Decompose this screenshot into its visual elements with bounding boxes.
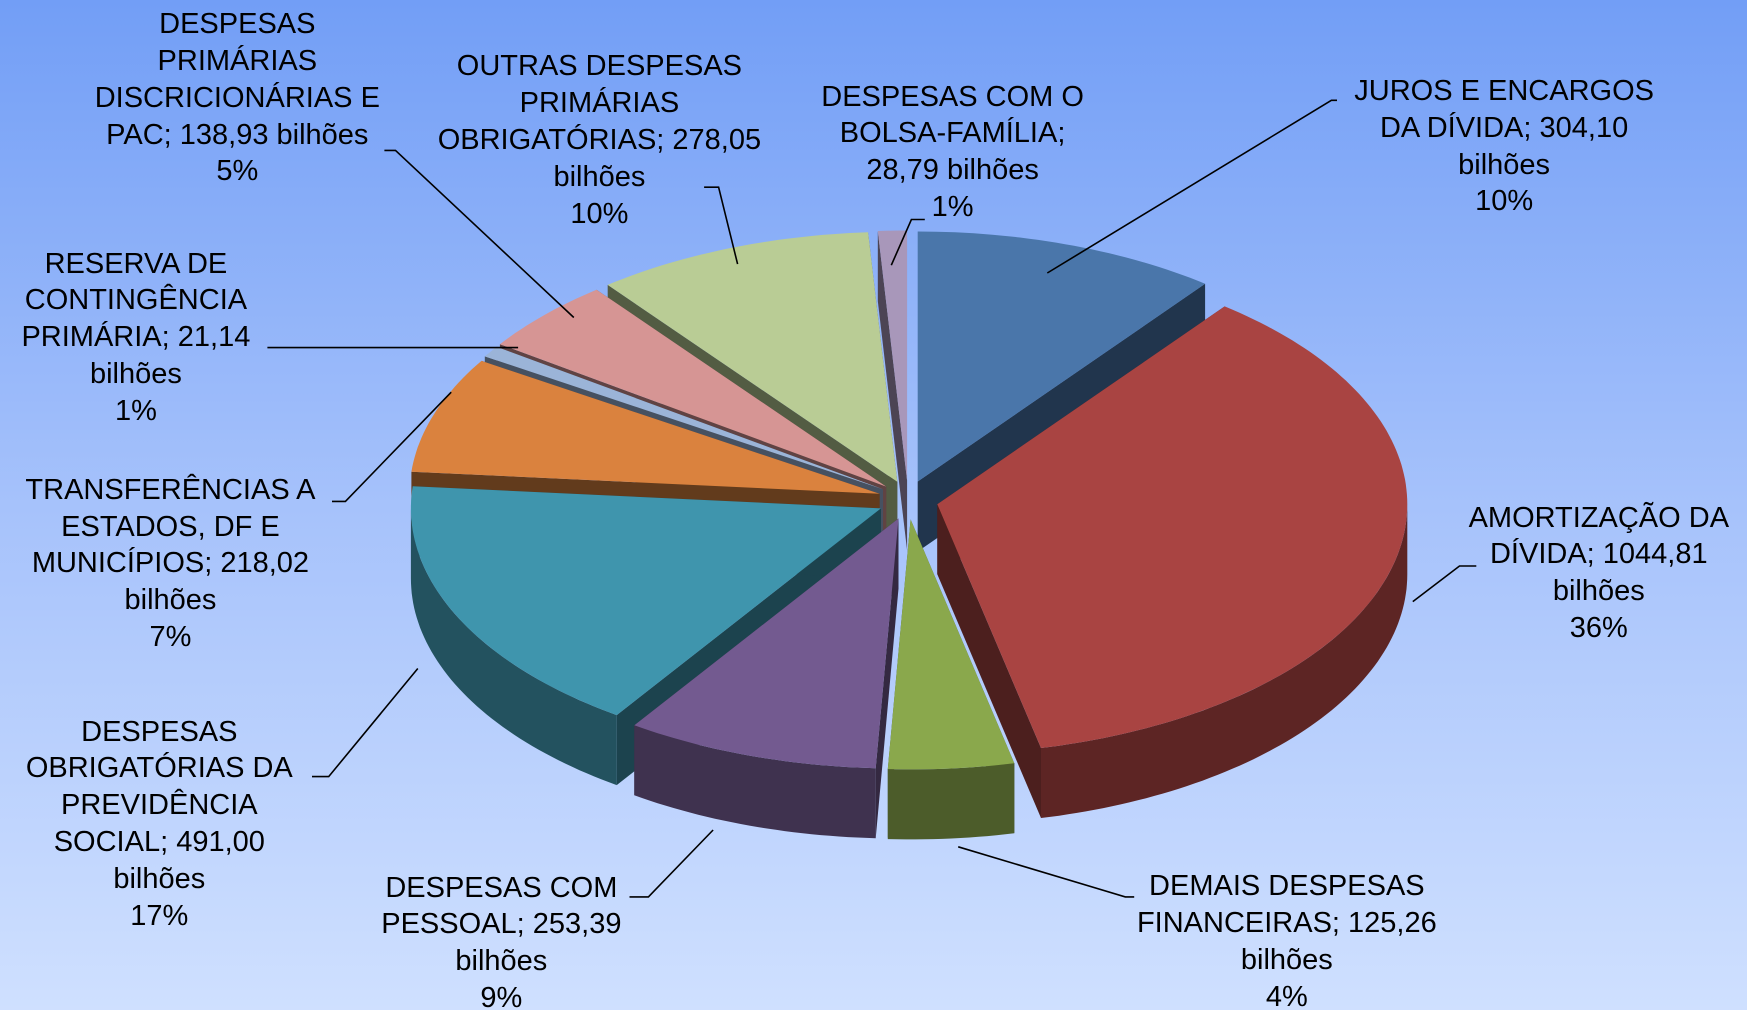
separator: ; (161, 321, 170, 354)
slice-label: DEMAIS DESPESAS FINANCEIRAS; 125,26 bilh… (1117, 868, 1457, 1010)
value-label: 21,14 bilhões (89, 321, 251, 391)
category-label: JUROS E ENCARGOS DA DÍVIDA (1354, 74, 1654, 144)
category-label: DEMAIS DESPESAS FINANCEIRAS (1136, 870, 1425, 940)
category-label: DESPESAS COM O BOLSA-FAMÍLIA (821, 80, 1084, 150)
category-label: RESERVA DE CONTINGÊNCIA PRIMÁRIA (21, 247, 248, 354)
slice-label: DESPESAS COM PESSOAL; 253,39 bilhões 9% (364, 870, 639, 1010)
slice-label: AMORTIZAÇÃO DA DÍVIDA; 1044,81 bilhões 36… (1449, 500, 1747, 647)
percentage-label: 4% (1265, 980, 1308, 1010)
slice-side (634, 725, 876, 839)
percentage-label: 9% (480, 981, 523, 1010)
slice-side (410, 508, 617, 786)
percentage-label: 5% (216, 155, 259, 188)
category-label: OUTRAS DESPESAS PRIMÁRIAS OBRIGATÓRIAS (437, 50, 743, 157)
slice-label: OUTRAS DESPESAS PRIMÁRIAS OBRIGATÓRIAS; … (437, 48, 762, 232)
separator: ; (1523, 111, 1532, 144)
separator: ; (204, 547, 213, 580)
slice-label: RESERVA DE CONTINGÊNCIA PRIMÁRIA; 21,14 … (6, 246, 266, 430)
value-label: 1044,81 bilhões (1552, 538, 1708, 608)
slice (484, 346, 883, 490)
leader-line (332, 391, 452, 503)
value-label: 253,39 bilhões (455, 908, 622, 978)
leader-line (890, 218, 925, 266)
category-label: DESPESAS COM PESSOAL (381, 871, 618, 941)
category-label: DESPESAS PRIMÁRIAS DISCRICIONÁRIAS E PAC (94, 8, 380, 151)
slice (410, 486, 881, 716)
category-label: DESPESAS OBRIGATÓRIAS DA PREVIDÊNCIA SOC… (25, 715, 293, 858)
category-label: TRANSFERÊNCIAS A ESTADOS, DF E MUNICÍPIO… (25, 473, 316, 580)
slice (877, 230, 908, 481)
separator: ; (1057, 117, 1066, 150)
value-label: 138,93 bilhões (179, 118, 369, 151)
percentage-label: 17% (130, 899, 189, 932)
percentage-label: 36% (1569, 612, 1628, 645)
slice-label: DESPESAS COM O BOLSA-FAMÍLIA; 28,79 bilh… (805, 79, 1100, 226)
slice-label: DESPESAS PRIMÁRIAS DISCRICIONÁRIAS E PAC… (77, 6, 397, 190)
separator: ; (1586, 538, 1595, 571)
percentage-label: 1% (931, 190, 974, 223)
slice (607, 232, 898, 482)
separator: ; (163, 118, 172, 151)
percentage-label: 10% (1475, 185, 1534, 218)
slice-side (1041, 504, 1408, 818)
slice-label: DESPESAS OBRIGATÓRIAS DA PREVIDÊNCIA SOC… (7, 714, 312, 935)
slice-side (887, 763, 1015, 840)
separator: ; (160, 825, 169, 858)
value-label: 125,26 bilhões (1240, 907, 1437, 977)
slice (887, 519, 1015, 770)
value-label: 28,79 bilhões (866, 154, 1039, 187)
leader-line (957, 846, 1135, 898)
leader-line (384, 149, 575, 319)
category-label: AMORTIZAÇÃO DA DÍVIDA (1468, 501, 1730, 571)
value-label: 218,02 bilhões (124, 547, 310, 617)
leader-line (312, 667, 419, 778)
percentage-label: 7% (149, 621, 192, 654)
leader-line (1412, 565, 1477, 603)
slice-label: JUROS E ENCARGOS DA DÍVIDA; 304,10 bilhõ… (1334, 73, 1674, 220)
slice (937, 306, 1408, 748)
percentage-label: 10% (570, 197, 629, 230)
separator: ; (516, 908, 525, 941)
slice-label: TRANSFERÊNCIAS A ESTADOS, DF E MUNICÍPIO… (5, 472, 335, 656)
slice (917, 231, 1206, 482)
value-label: 278,05 bilhões (553, 124, 762, 193)
slice (499, 289, 887, 487)
leader-line (629, 829, 714, 898)
leader-line (704, 186, 739, 265)
slice-side (877, 231, 908, 551)
separator: ; (656, 124, 665, 157)
slice-side (875, 518, 899, 839)
slice (411, 360, 880, 494)
percentage-label: 1% (114, 394, 157, 427)
slice-side (937, 504, 1041, 818)
leader-line (1046, 99, 1337, 274)
value-label: 491,00 bilhões (113, 825, 265, 895)
value-label: 304,10 bilhões (1458, 111, 1629, 181)
separator: ; (1331, 907, 1340, 940)
slice (634, 518, 899, 769)
